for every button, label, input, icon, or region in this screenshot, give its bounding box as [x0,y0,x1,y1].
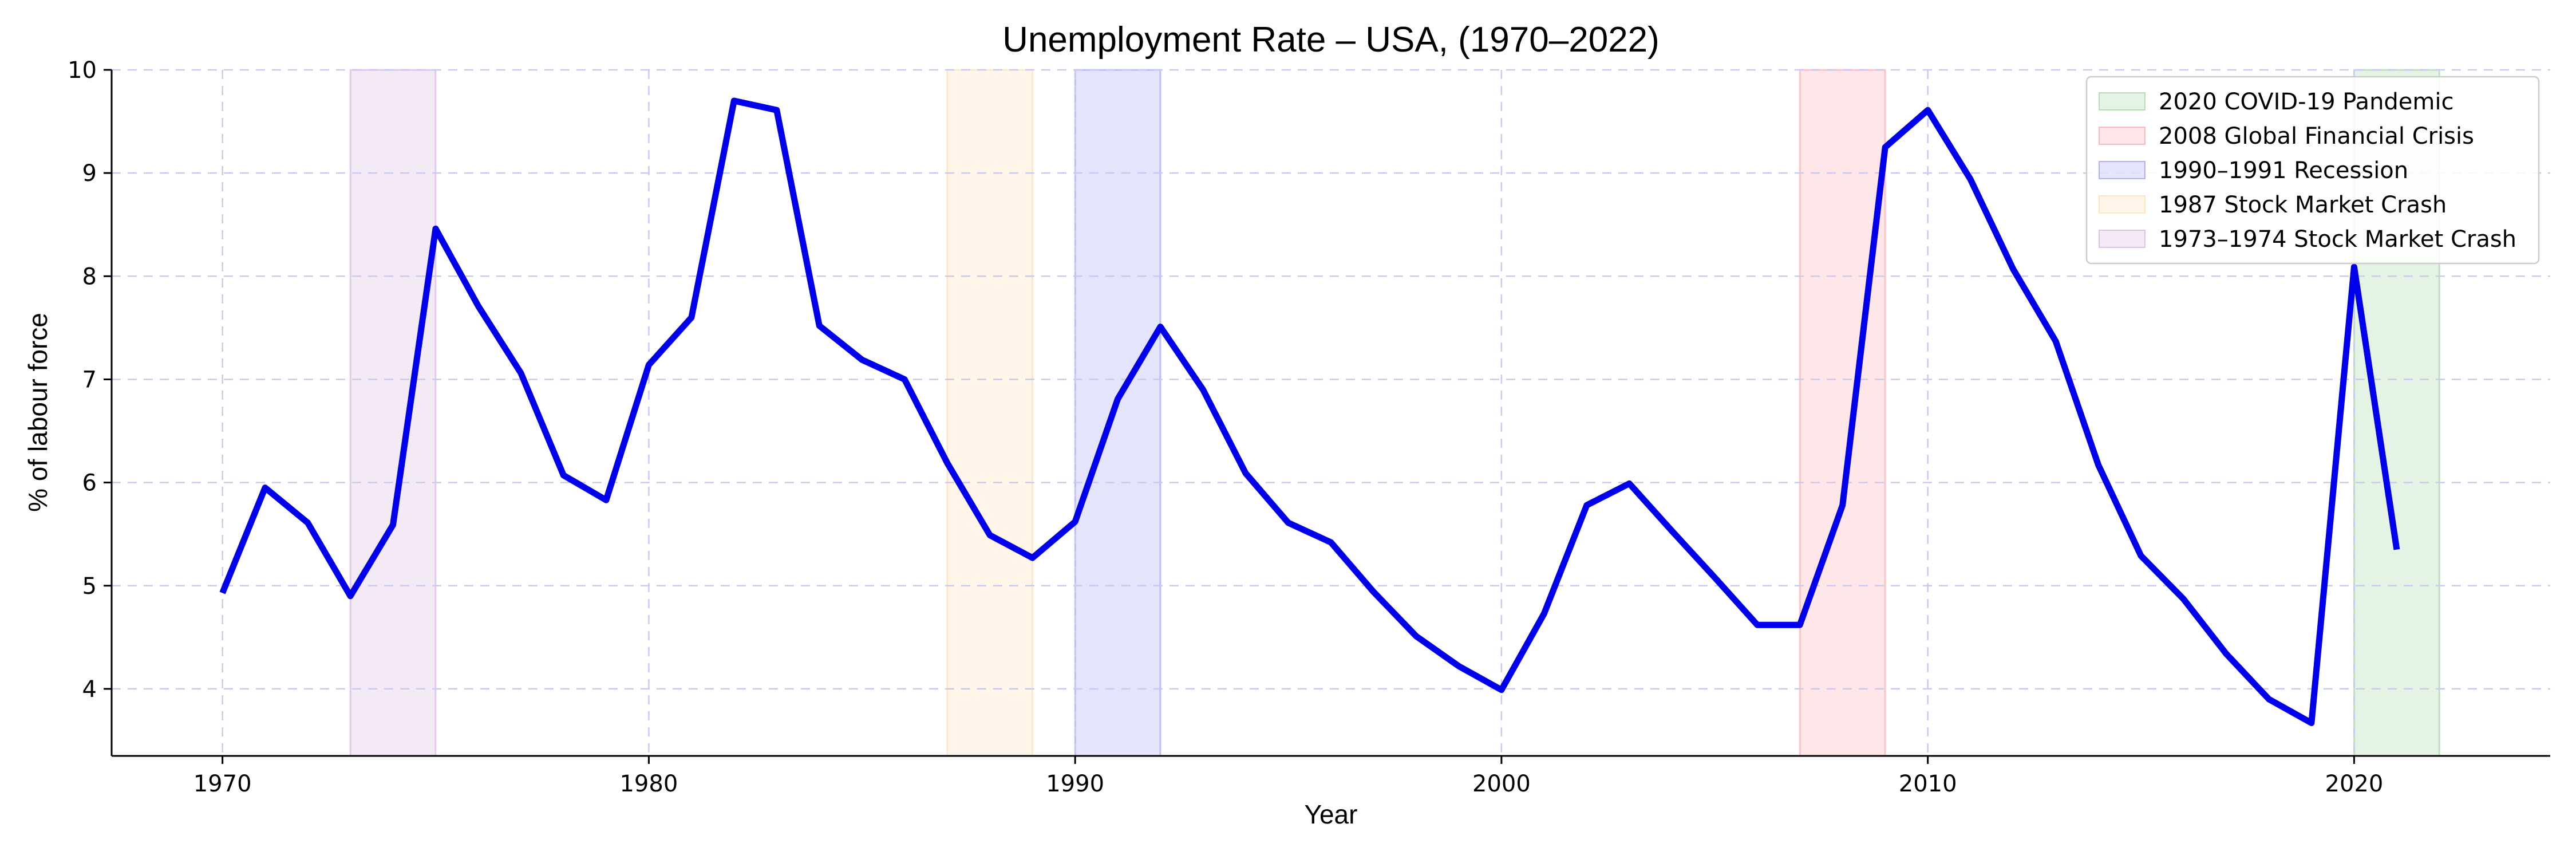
recession-band-1 [1799,69,1886,757]
x-tick-label: 2020 [2325,771,2384,797]
legend-entry: 1990–1991 Recession [2159,157,2408,184]
y-axis-label: % of labour force [23,313,53,512]
recession-band-3 [946,69,1034,757]
legend-entry: 2008 Global Financial Crisis [2159,123,2474,149]
legend-swatch [2099,92,2146,111]
y-tick-label: 7 [82,367,97,393]
legend-box [2085,76,2540,265]
y-tick-label: 9 [82,160,97,187]
series-layer [219,97,2400,726]
x-tick-label: 2000 [1472,771,1531,797]
y-tick-label: 5 [82,573,97,600]
x-tick-label: 2010 [1899,771,1957,797]
chart-title: Unemployment Rate – USA, (1970–2022) [1002,20,1660,60]
x-tick-label: 1970 [193,771,252,797]
legend-swatch [2099,161,2146,179]
y-tick-label: 8 [82,263,97,290]
x-tick-label: 1990 [1046,771,1104,797]
legend-entry: 2020 COVID-19 Pandemic [2159,89,2454,115]
y-tick-label: 10 [68,57,97,84]
unemployment-line [219,97,2400,726]
legend: 2020 COVID-19 Pandemic 2008 Global Financ… [2085,76,2540,265]
axes-layer [110,70,2550,757]
y-tick-label: 4 [82,676,97,703]
grid-layer [112,69,2550,756]
x-tick-label: 1980 [619,771,678,797]
ticks-layer: 1970 1980 1990 2000 2010 2020 4 5 6 7 8 9 10 [68,57,2383,797]
recession-band-2 [1074,69,1161,757]
x-axis-label: Year [1305,799,1358,829]
legend-entry: 1987 Stock Market Crash [2159,192,2447,218]
legend-swatch [2099,195,2146,214]
y-tick-label: 6 [82,470,97,497]
legend-swatch [2099,127,2146,145]
legend-entry: 1973–1974 Stock Market Crash [2159,226,2516,253]
legend-swatch [2099,230,2146,248]
